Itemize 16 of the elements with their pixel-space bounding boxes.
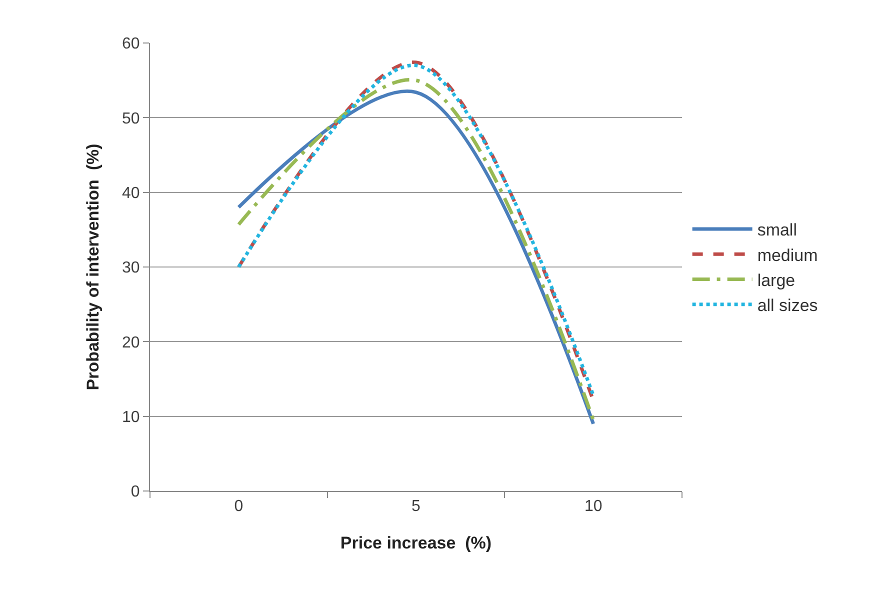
y-tick-label: 60 (122, 36, 140, 53)
x-tick-label: 10 (584, 498, 602, 516)
y-tick-label: 20 (122, 334, 140, 352)
y-tick-label: 50 (122, 110, 140, 128)
y-tick-label: 40 (122, 184, 140, 202)
legend-label: medium (757, 246, 818, 265)
y-tick-label: 0 (130, 484, 140, 501)
x-tick-label: 0 (234, 498, 244, 516)
x-axis-title: Price increase (%) (340, 534, 492, 553)
y-tick-label: 30 (122, 260, 140, 277)
y-tick-label: 10 (122, 408, 140, 426)
x-tick-label: 5 (412, 498, 421, 516)
y-axis-title: Probability of intervention (%) (84, 144, 103, 390)
legend-label: all sizes (757, 296, 818, 315)
legend-label: small (757, 220, 797, 240)
legend-label: large (757, 270, 796, 290)
